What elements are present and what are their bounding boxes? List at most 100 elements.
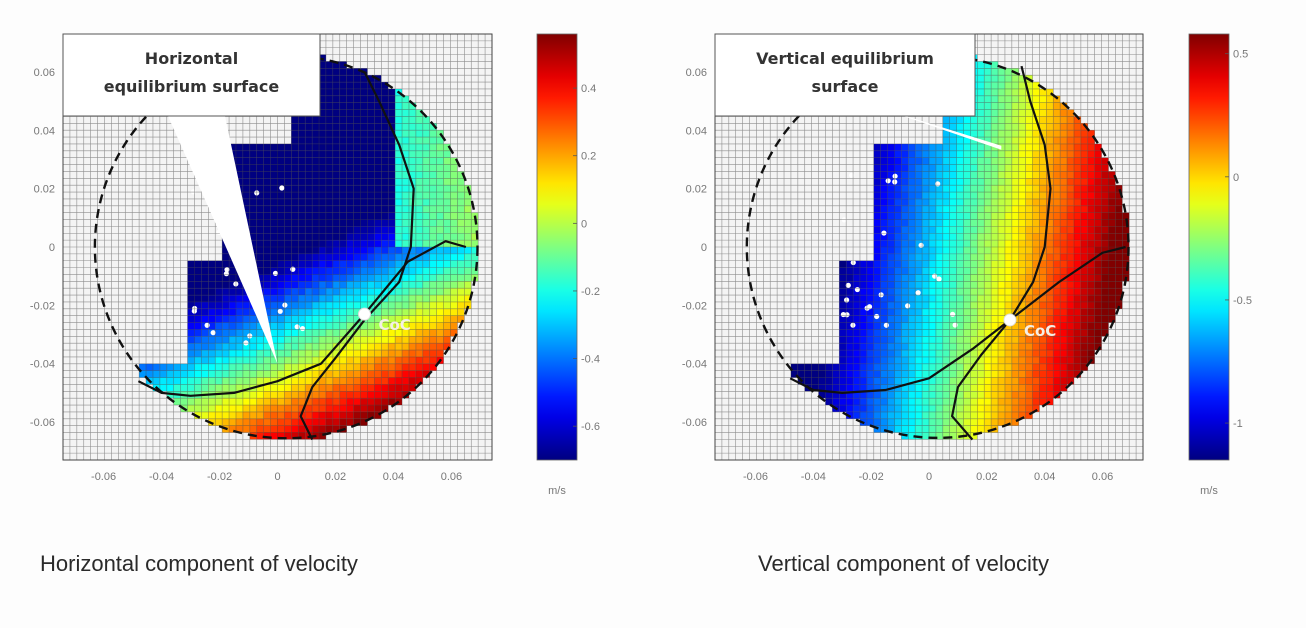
heatmap-cell xyxy=(429,185,437,193)
heatmap-cell xyxy=(1011,288,1019,296)
heatmap-cell xyxy=(353,171,361,179)
heatmap-cell xyxy=(1046,322,1054,330)
heatmap-cell xyxy=(353,343,361,351)
heatmap-cell xyxy=(374,391,382,399)
heatmap-cell xyxy=(1101,205,1109,213)
heatmap-cell xyxy=(450,157,458,165)
heatmap-cell xyxy=(811,384,819,392)
heatmap-cell xyxy=(1046,233,1054,241)
heatmap-cell xyxy=(263,253,271,261)
heatmap-cell xyxy=(367,377,375,385)
heatmap-cell xyxy=(395,219,403,227)
heatmap-cell xyxy=(277,315,285,323)
heatmap-cell xyxy=(229,377,236,385)
heatmap-cell xyxy=(332,336,340,344)
heatmap-cell xyxy=(1018,350,1026,357)
heatmap-cell xyxy=(1060,343,1068,351)
heatmap-cell xyxy=(1004,233,1012,241)
heatmap-cell xyxy=(305,411,313,419)
heatmap-cell xyxy=(991,192,999,199)
heatmap-cell xyxy=(256,336,264,344)
heatmap-cell xyxy=(402,377,409,385)
heatmap-cell xyxy=(1108,267,1116,275)
heatmap-cell xyxy=(1039,143,1047,151)
heatmap-cell xyxy=(1004,260,1012,268)
heatmap-cell xyxy=(1032,157,1040,165)
heatmap-cell xyxy=(402,274,409,282)
heatmap-cell xyxy=(935,226,943,234)
heatmap-cell xyxy=(381,143,389,151)
heatmap-cell xyxy=(935,260,943,268)
heatmap-cell xyxy=(1053,198,1061,206)
heatmap-cell xyxy=(201,315,209,323)
heatmap-cell xyxy=(956,329,964,337)
heatmap-cell xyxy=(984,123,992,131)
heatmap-cell xyxy=(1011,247,1019,254)
heatmap-cell xyxy=(194,356,202,364)
heatmap-cell xyxy=(436,178,444,186)
heatmap-cell xyxy=(1073,267,1081,275)
heatmap-cell xyxy=(915,336,923,344)
heatmap-cell xyxy=(332,288,340,296)
heatmap-cell xyxy=(1080,240,1088,247)
heatmap-cell xyxy=(1101,322,1109,330)
heatmap-cell xyxy=(422,192,430,199)
heatmap-cell xyxy=(866,322,874,330)
heatmap-cell xyxy=(873,384,881,392)
heatmap-cell xyxy=(1115,205,1123,213)
heatmap-cell xyxy=(339,205,347,213)
heatmap-cell xyxy=(873,391,881,399)
heatmap-cell xyxy=(956,398,964,406)
heatmap-cell xyxy=(353,219,361,227)
heatmap-cell xyxy=(998,405,1005,412)
heatmap-cell xyxy=(242,329,250,337)
heatmap-cell xyxy=(901,226,909,234)
heatmap-cell xyxy=(353,226,361,234)
heatmap-cell xyxy=(332,150,340,158)
heatmap-cell xyxy=(443,288,451,296)
heatmap-cell xyxy=(929,384,936,392)
x-tick-label: 0.06 xyxy=(1092,471,1113,483)
heatmap-cell xyxy=(415,336,423,344)
heatmap-cell xyxy=(305,398,313,406)
heatmap-cell xyxy=(270,315,278,323)
heatmap-cell xyxy=(846,260,854,268)
heatmap-cell xyxy=(360,192,368,199)
heatmap-cell xyxy=(319,143,326,151)
heatmap-cell xyxy=(984,329,992,337)
heatmap-cell xyxy=(839,267,847,275)
heatmap-cell xyxy=(1018,157,1026,165)
heatmap-cell xyxy=(277,150,285,158)
heatmap-cell xyxy=(915,295,923,302)
heatmap-cell xyxy=(1004,143,1012,151)
heatmap-cell xyxy=(284,281,292,289)
heatmap-cell xyxy=(908,260,916,268)
heatmap-cell xyxy=(1004,391,1012,399)
heatmap-cell xyxy=(332,411,340,419)
heatmap-cell xyxy=(935,432,943,440)
heatmap-cell xyxy=(395,137,403,144)
heatmap-cell xyxy=(901,247,909,254)
heatmap-cell xyxy=(901,212,909,220)
heatmap-cell xyxy=(1053,288,1061,296)
heatmap-cell xyxy=(284,411,292,419)
heatmap-cell xyxy=(956,288,964,296)
heatmap-cell xyxy=(859,391,867,399)
heatmap-cell xyxy=(415,274,423,282)
heatmap-cell xyxy=(339,185,347,193)
heatmap-cell xyxy=(1018,178,1026,186)
heatmap-cell xyxy=(1025,164,1033,172)
heatmap-cell xyxy=(402,102,409,110)
heatmap-cell xyxy=(1025,274,1033,282)
heatmap-cell xyxy=(1101,157,1109,165)
heatmap-cell xyxy=(381,164,389,172)
heatmap-cell xyxy=(915,274,923,282)
heatmap-cell xyxy=(381,178,389,186)
heatmap-cell xyxy=(408,308,416,316)
heatmap-cell xyxy=(402,356,409,364)
heatmap-cell xyxy=(443,150,451,158)
heatmap-cell xyxy=(1087,150,1095,158)
heatmap-cell xyxy=(998,370,1005,378)
heatmap-cell xyxy=(367,384,375,392)
heatmap-cell xyxy=(429,219,437,227)
